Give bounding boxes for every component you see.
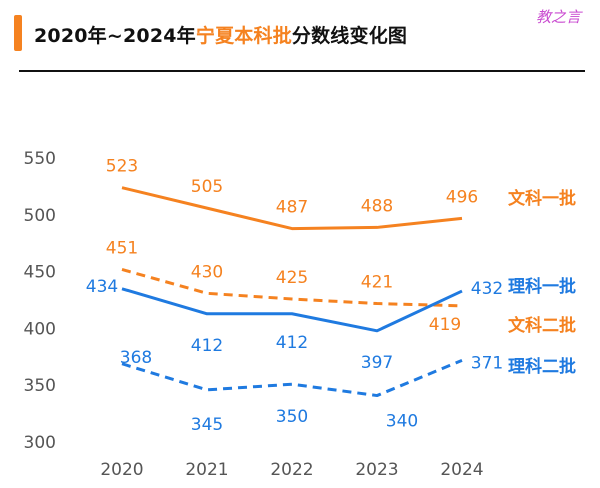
x-tick-label: 2021 [185, 460, 228, 480]
data-label: 421 [361, 273, 393, 293]
data-label: 350 [276, 407, 308, 427]
data-label: 523 [106, 157, 138, 177]
series-legend-label: 理科一批 [508, 276, 576, 297]
data-label: 419 [429, 315, 461, 335]
data-label: 505 [191, 177, 223, 197]
data-label: 430 [191, 262, 223, 282]
data-label: 487 [276, 198, 308, 218]
title-suffix: 分数线变化图 [291, 25, 408, 47]
series-line-3 [121, 287, 463, 333]
y-tick-label: 550 [24, 149, 56, 169]
series-legend-label: 理科二批 [508, 356, 576, 377]
data-label: 371 [471, 353, 503, 373]
title-prefix: 2020年~2024年 [34, 25, 196, 47]
title-accent-bar [14, 15, 22, 51]
y-tick-label: 450 [24, 263, 56, 283]
data-label: 412 [191, 336, 223, 356]
data-label: 434 [86, 277, 118, 297]
data-label: 345 [191, 415, 223, 435]
series-line-1 [121, 186, 463, 231]
series-legend-label: 文科一批 [508, 188, 576, 209]
series-legend-label: 文科二批 [508, 315, 576, 336]
data-label: 397 [361, 353, 393, 373]
data-label: 340 [386, 412, 418, 432]
x-tick-label: 2020 [100, 460, 143, 480]
title-highlight: 宁夏本科批 [195, 25, 292, 47]
x-tick-label: 2022 [270, 460, 313, 480]
series-line-2 [121, 268, 463, 308]
data-label: 425 [276, 268, 308, 288]
y-tick-label: 500 [24, 206, 56, 226]
data-label: 432 [471, 279, 503, 299]
y-tick-label: 350 [24, 376, 56, 396]
title-divider [19, 70, 585, 72]
y-tick-label: 300 [24, 433, 56, 453]
y-tick-label: 400 [24, 319, 56, 339]
data-label: 412 [276, 333, 308, 353]
x-tick-label: 2023 [355, 460, 398, 480]
watermark-logo: 教之言 [536, 8, 582, 26]
x-tick-label: 2024 [440, 460, 483, 480]
data-label: 488 [361, 196, 393, 216]
data-label: 368 [120, 348, 152, 368]
chart-title: 2020年~2024年宁夏本科批分数线变化图 [34, 21, 407, 48]
data-label: 451 [106, 238, 138, 258]
series-line-4 [121, 358, 463, 398]
data-label: 496 [446, 187, 478, 207]
